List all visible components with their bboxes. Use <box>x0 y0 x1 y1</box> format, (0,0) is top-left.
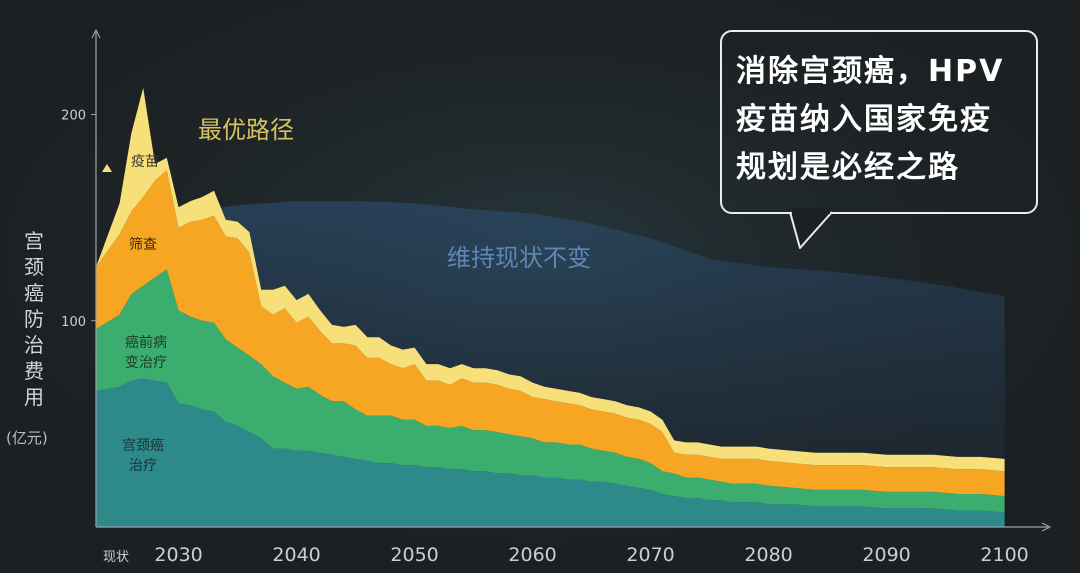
y-tick-label: 200 <box>61 109 86 124</box>
x-tick-label: 2040 <box>272 544 320 566</box>
callout-bubble: 消除宫颈癌，HPV 疫苗纳入国家免疫 规划是必经之路 <box>720 30 1040 249</box>
optimal-path-label: 最优路径 <box>198 116 294 144</box>
area-宫颈癌治疗 <box>96 378 1005 527</box>
x-tick-label: 2090 <box>862 544 910 566</box>
areas-layer <box>96 87 1005 527</box>
precancer-layer-label: 癌前病 <box>125 334 167 351</box>
treatment-layer-label: 治疗 <box>129 458 157 474</box>
x-tick-label: 2070 <box>626 544 674 566</box>
treatment-layer-label: 宫颈癌 <box>122 438 164 454</box>
triangle-marker-icon <box>102 164 112 172</box>
area-疫苗 <box>96 87 1005 472</box>
area-筛查 <box>96 170 1005 497</box>
area-癌前病变治疗 <box>96 269 1005 513</box>
callout-text: 消除宫颈癌，HPV 疫苗纳入国家免疫 规划是必经之路 <box>736 54 1005 185</box>
y-axis-arrow-icon <box>91 28 101 39</box>
x-axis-arrow-icon <box>1041 522 1052 532</box>
x-tick-label: 2060 <box>508 544 556 566</box>
vaccine-layer-label: 疫苗 <box>131 154 159 170</box>
speech-tail-icon <box>789 211 833 249</box>
x-tick-label: 2100 <box>980 544 1028 566</box>
x-tick-label: 现状 <box>103 550 129 565</box>
y-axis-label: 宫颈癌防治费用 <box>24 229 44 409</box>
y-axis-unit: (亿元) <box>6 429 48 447</box>
y-tick-label: 100 <box>61 315 86 330</box>
screening-layer-label: 筛查 <box>129 237 157 253</box>
status-quo-label: 维持现状不变 <box>447 244 591 272</box>
callout-frame <box>720 30 1038 214</box>
x-tick-label: 2050 <box>390 544 438 566</box>
x-tick-label: 2080 <box>744 544 792 566</box>
ticks-layer: 100 200 现状 2030 2040 2050 2060 2070 2080 2090 2100 <box>61 109 1029 567</box>
x-tick-label: 2030 <box>154 544 202 566</box>
precancer-layer-label: 变治疗 <box>125 355 167 371</box>
